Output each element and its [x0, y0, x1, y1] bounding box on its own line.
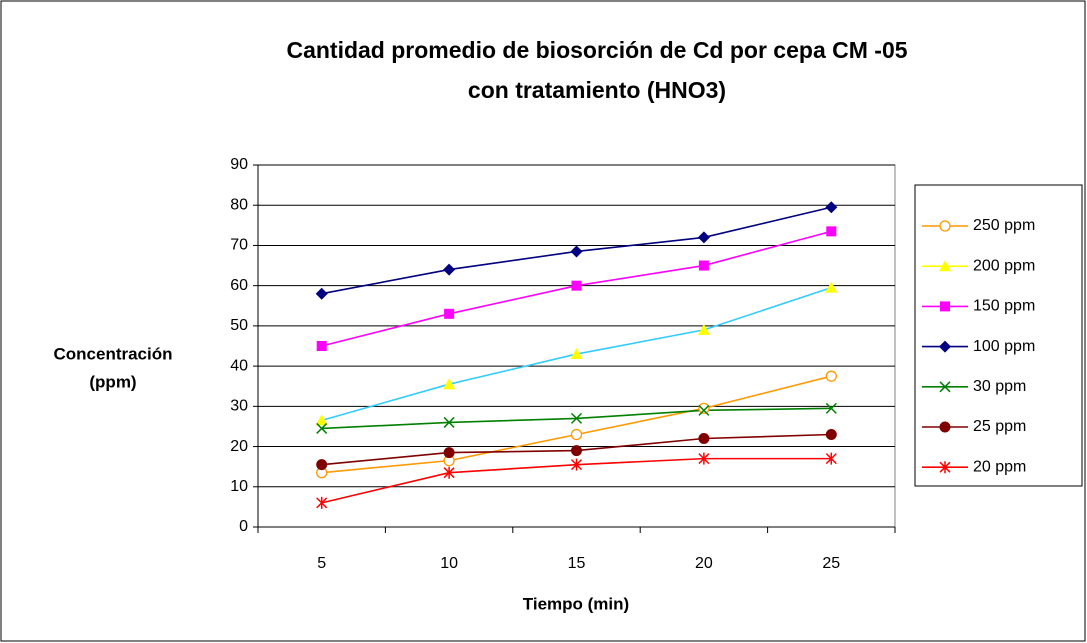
marker	[826, 226, 837, 237]
y-tick-label: 90	[230, 156, 248, 173]
marker	[939, 220, 951, 232]
legend-label: 100 ppm	[973, 338, 1035, 355]
marker	[698, 402, 710, 414]
marker	[570, 245, 583, 258]
marker	[697, 231, 710, 244]
marker	[570, 412, 583, 424]
marker	[698, 433, 710, 445]
y-tick-label: 20	[230, 438, 248, 455]
marker	[939, 421, 951, 433]
marker	[570, 348, 583, 360]
legend-label: 20 ppm	[973, 458, 1026, 475]
x-tick-label: 5	[317, 555, 326, 572]
marker	[571, 445, 582, 457]
chart-title: Cantidad promedio de biosorción de Cd po…	[286, 37, 907, 63]
marker	[825, 201, 838, 214]
marker	[316, 422, 328, 434]
marker	[698, 404, 710, 416]
legend-label: 25 ppm	[973, 418, 1026, 435]
marker	[443, 263, 456, 276]
x-tick-label: 25	[822, 555, 840, 572]
y-axis-label: Concentración	[53, 344, 172, 363]
marker	[698, 260, 709, 271]
x-axis-label: Tiempo (min)	[523, 594, 629, 613]
y-tick-label: 80	[230, 196, 248, 213]
legend-label: 30 ppm	[973, 378, 1026, 395]
marker	[940, 301, 950, 312]
marker	[825, 281, 838, 293]
marker	[939, 381, 951, 393]
legend-label: 250 ppm	[973, 217, 1035, 234]
x-tick-label: 20	[695, 555, 713, 572]
legend	[914, 184, 1083, 487]
marker	[825, 428, 837, 440]
marker	[570, 458, 583, 471]
marker	[939, 260, 951, 272]
y-tick-label: 70	[230, 237, 248, 254]
x-tick-label: 10	[440, 555, 458, 572]
marker	[316, 459, 328, 471]
y-axis-label: (ppm)	[89, 372, 136, 391]
marker	[571, 280, 582, 291]
marker	[443, 378, 456, 390]
marker	[825, 370, 837, 382]
y-tick-label: 10	[230, 478, 248, 495]
marker	[825, 402, 837, 414]
chart-title: con tratamiento (HNO3)	[468, 77, 726, 103]
marker	[316, 341, 327, 351]
marker	[570, 428, 583, 441]
y-tick-label: 50	[230, 317, 248, 334]
legend-label: 150 ppm	[973, 298, 1035, 315]
marker	[443, 447, 455, 459]
marker	[443, 466, 455, 479]
x-tick-label: 15	[568, 555, 586, 572]
plot-area	[257, 164, 896, 528]
marker	[939, 461, 951, 474]
y-tick-label: 30	[230, 398, 248, 415]
marker	[444, 308, 455, 319]
marker	[939, 340, 951, 353]
y-tick-label: 40	[230, 357, 248, 374]
marker	[698, 452, 710, 465]
marker	[825, 452, 837, 465]
y-tick-label: 60	[230, 277, 248, 294]
marker	[315, 287, 328, 300]
legend-label: 200 ppm	[973, 257, 1035, 274]
marker	[316, 496, 328, 509]
y-tick-label: 0	[239, 518, 248, 535]
marker	[443, 416, 455, 428]
marker	[315, 414, 328, 426]
marker	[697, 323, 710, 335]
